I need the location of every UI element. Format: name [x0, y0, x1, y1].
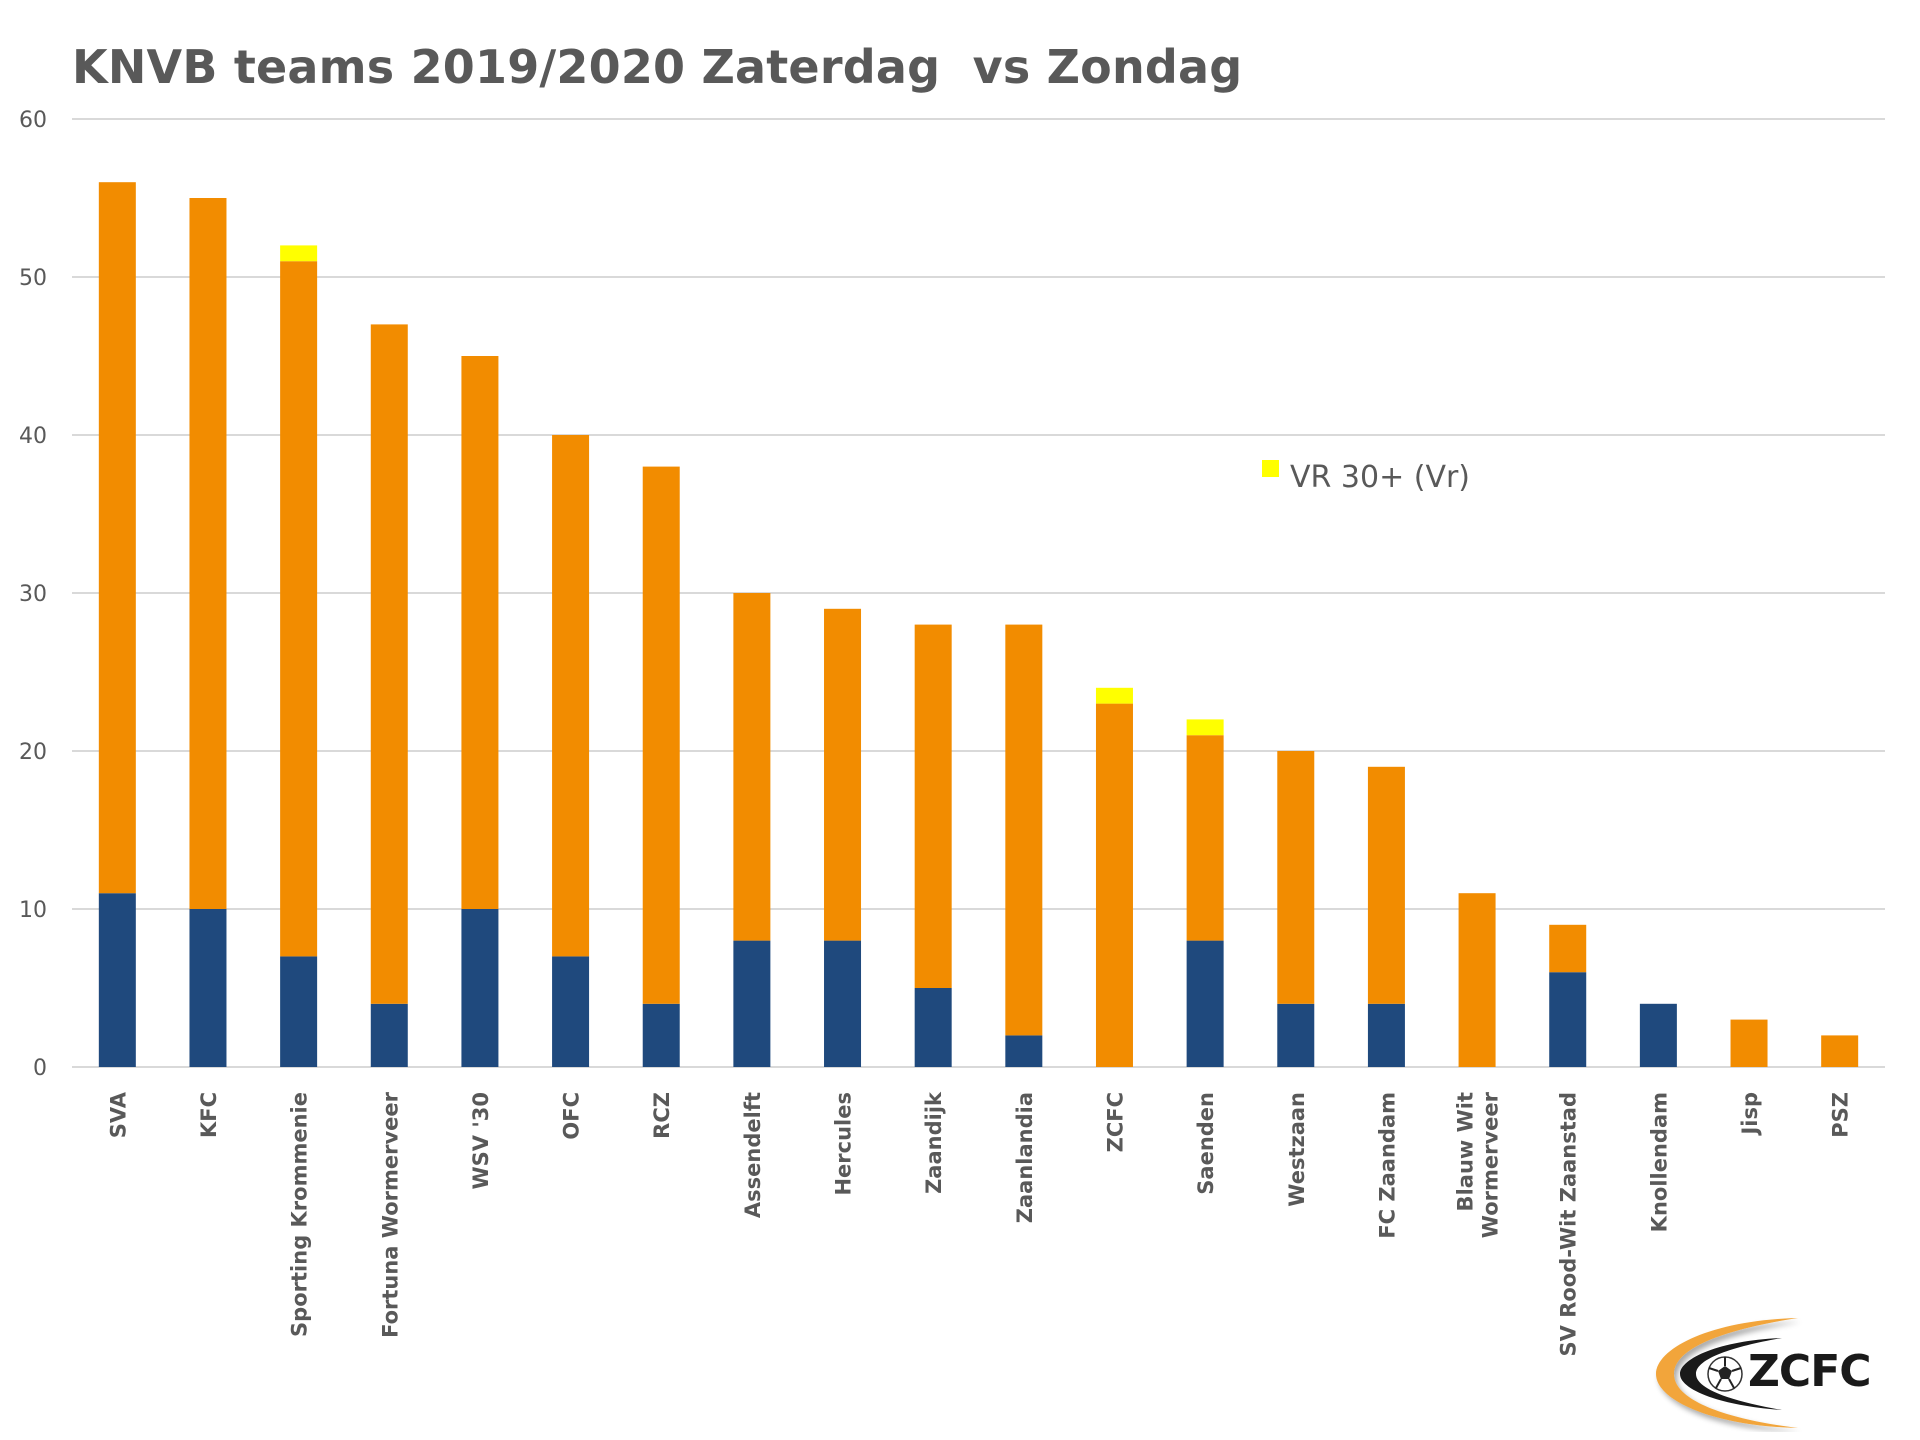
y-tick-label: 50 — [19, 266, 47, 291]
bar-stack — [824, 608, 862, 1067]
chart-title: KNVB teams 2019/2020 Zaterdag vs Zondag — [72, 40, 1243, 94]
bar-segment-zondag — [642, 466, 680, 1004]
bar-stack — [1821, 1035, 1859, 1067]
bar-segment-zondag — [1186, 735, 1224, 941]
y-tick-label: 60 — [19, 108, 47, 133]
bar-segment-zondag — [1549, 924, 1587, 973]
bar-segment-zondag — [280, 261, 318, 957]
bar-segment-zondag — [1095, 703, 1133, 1067]
x-tick-label: PSZ — [1829, 1092, 1853, 1138]
legend: VR 30+ (Vr) — [1262, 460, 1470, 495]
bar-segment-zaterdag — [189, 909, 227, 1067]
bar-segment-zondag — [461, 356, 499, 909]
bar-segment-zondag — [824, 608, 862, 941]
y-tick-label: 0 — [33, 1056, 47, 1081]
bar-segment-zondag — [733, 593, 771, 941]
bar-segment-zaterdag — [914, 988, 952, 1067]
bar-stack — [189, 198, 227, 1067]
bar-stack — [1277, 751, 1315, 1067]
x-tick-label: Knollendam — [1647, 1092, 1671, 1232]
bar-segment-zaterdag — [1367, 1003, 1405, 1067]
bar-segment-zondag — [552, 435, 590, 957]
x-tick-label: FC Zaandam — [1375, 1092, 1399, 1239]
x-tick-label: Sporting Krommenie — [288, 1092, 312, 1337]
x-axis-ticks: SVA KFC Sporting Krommenie Fortuna Wormerve… — [106, 1091, 1852, 1357]
bar-stack — [1367, 766, 1405, 1067]
x-tick-label: OFC — [560, 1092, 584, 1140]
x-tick-label: Zaanlandia — [1013, 1092, 1037, 1223]
bar-segment-zaterdag — [98, 893, 136, 1067]
bar-segment-zondag — [1730, 1019, 1768, 1067]
x-tick-label: Blauw WitWormerveer — [1454, 1091, 1503, 1238]
bar-segment-zondag — [370, 324, 408, 1004]
x-tick-label: WSV '30 — [469, 1092, 493, 1190]
x-tick-label: Saenden — [1194, 1092, 1218, 1195]
bar-stack — [914, 624, 952, 1067]
y-axis-ticks: 0 10 20 30 40 50 60 — [19, 108, 47, 1081]
bar-segment-zondag — [1005, 624, 1043, 1036]
bar-segment-vr-30-vr — [280, 245, 318, 262]
bar-segment-zaterdag — [370, 1003, 408, 1067]
x-tick-label: SVA — [106, 1091, 130, 1138]
bar-stack — [1095, 687, 1133, 1067]
x-tick-label: RCZ — [650, 1092, 674, 1139]
bar-stack — [280, 245, 318, 1067]
bar-stack — [1458, 893, 1496, 1067]
bar-segment-zondag — [189, 198, 227, 909]
soccer-ball-icon — [1707, 1356, 1743, 1392]
bar-segment-zaterdag — [1639, 1003, 1677, 1067]
bar-stack — [1730, 1019, 1768, 1067]
logo-text: ZCFC — [1748, 1346, 1872, 1397]
bar-stack — [642, 466, 680, 1067]
bar-segment-zondag — [1277, 751, 1315, 1004]
logo-swoosh-icon — [1656, 1318, 1798, 1428]
bar-stack — [552, 435, 590, 1067]
bars — [98, 182, 1859, 1067]
x-tick-label: Jisp — [1738, 1092, 1762, 1137]
bar-segment-zaterdag — [642, 1003, 680, 1067]
bar-stack — [1639, 1003, 1677, 1067]
gridlines — [72, 118, 1885, 1068]
bar-segment-zaterdag — [1005, 1035, 1043, 1067]
x-tick-label: KFC — [197, 1092, 221, 1138]
bar-segment-zaterdag — [733, 940, 771, 1067]
bar-stack — [1549, 924, 1587, 1067]
bar-stack — [461, 356, 499, 1067]
x-tick-label: SV Rood-Wit Zaanstad — [1557, 1092, 1581, 1357]
bar-segment-zaterdag — [461, 909, 499, 1067]
x-tick-label: Fortuna Wormerveer — [378, 1091, 402, 1338]
bar-segment-vr-30-vr — [1186, 719, 1224, 736]
bar-stack — [1005, 624, 1043, 1067]
y-tick-label: 30 — [19, 582, 47, 607]
bar-segment-zaterdag — [1549, 972, 1587, 1067]
y-tick-label: 20 — [19, 740, 47, 765]
y-tick-label: 40 — [19, 424, 47, 449]
bar-stack — [98, 182, 136, 1067]
bar-segment-zondag — [914, 624, 952, 988]
bar-stack — [370, 324, 408, 1067]
zcfc-logo: ZCFC — [1652, 1308, 1872, 1432]
bar-segment-zaterdag — [824, 940, 862, 1067]
bar-segment-zondag — [98, 182, 136, 894]
x-tick-label: Zaandijk — [922, 1091, 946, 1194]
bar-segment-zondag — [1458, 893, 1496, 1067]
bar-segment-zaterdag — [552, 956, 590, 1067]
bar-segment-zondag — [1367, 766, 1405, 1004]
x-tick-label: Assendelft — [741, 1092, 765, 1218]
bar-stack — [1186, 719, 1224, 1067]
bar-stack — [733, 593, 771, 1067]
x-tick-label: Hercules — [832, 1092, 856, 1196]
legend-swatch-vr30 — [1262, 460, 1279, 477]
x-tick-label: Westzaan — [1285, 1092, 1309, 1207]
bar-segment-zaterdag — [1186, 940, 1224, 1067]
bar-segment-zaterdag — [280, 956, 318, 1067]
bar-segment-vr-30-vr — [1095, 687, 1133, 704]
legend-label-vr30: VR 30+ (Vr) — [1290, 460, 1470, 495]
y-tick-label: 10 — [19, 898, 47, 923]
bar-segment-zondag — [1821, 1035, 1859, 1067]
bar-segment-zaterdag — [1277, 1003, 1315, 1067]
x-tick-label: ZCFC — [1103, 1092, 1127, 1152]
